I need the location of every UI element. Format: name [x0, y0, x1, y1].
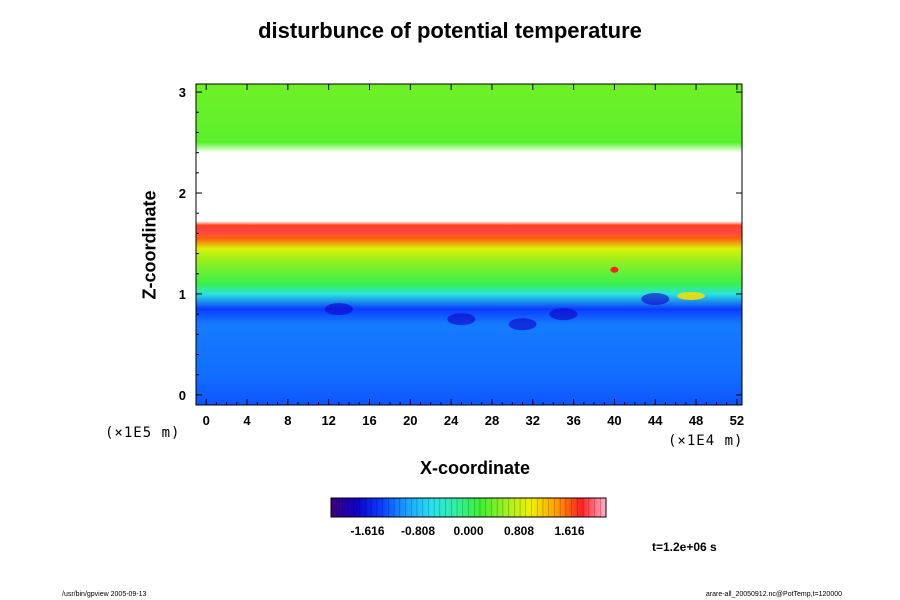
warm-blob: [610, 266, 619, 273]
heatmap-field: [196, 84, 742, 405]
colorbar-tick-label: -1.616: [350, 524, 384, 538]
y-axis-unit: (×1E5 m): [105, 425, 181, 441]
eddy-feature: [447, 313, 476, 326]
x-axis-unit: (×1E4 m): [668, 433, 744, 449]
footer-source: arare-all_20050912.nc@PotTemp,t=120000: [705, 591, 842, 598]
eddy-feature: [508, 318, 537, 331]
colorbar-tick-label: 0.000: [453, 524, 483, 538]
colorbar: -1.616 -0.808 0.000 0.808 1.616: [330, 497, 607, 538]
plot-frame: [195, 83, 743, 406]
footer-command: /usr/bin/gpview 2005-09-13: [62, 591, 147, 598]
x-tick-label: 0: [203, 413, 210, 428]
wave-texture: [196, 147, 742, 163]
x-axis-label: X-coordinate: [419, 458, 530, 478]
y-axis-label: Z-coordinate: [139, 190, 160, 300]
x-tick-label: 8: [284, 413, 291, 428]
x-tick-label: 36: [566, 413, 580, 428]
eddy-feature: [641, 293, 670, 306]
colorbar-tick-label: -0.808: [401, 524, 435, 538]
x-tick-label: 44: [648, 413, 663, 428]
x-tick-label: 20: [403, 413, 417, 428]
eddy-feature: [324, 303, 353, 316]
x-tick-label: 16: [362, 413, 376, 428]
eddy-feature: [549, 308, 578, 321]
x-tick-label: 24: [444, 413, 459, 428]
y-tick-label: 3: [179, 85, 186, 100]
y-tick-label: 0: [179, 388, 186, 403]
x-tick-label: 40: [607, 413, 621, 428]
x-tick-label: 48: [689, 413, 703, 428]
warm-anomaly: [676, 291, 705, 300]
x-tick-label: 28: [485, 413, 499, 428]
time-annotation: t=1.2e+06 s: [652, 540, 717, 554]
colorbar-tick-label: 1.616: [554, 524, 584, 538]
x-tick-label: 52: [730, 413, 744, 428]
y-tick-label: 2: [179, 186, 186, 201]
colorbar-tick-label: 0.808: [504, 524, 534, 538]
y-tick-label: 1: [179, 287, 186, 302]
x-tick-label: 4: [243, 413, 251, 428]
chart-title: disturbunce of potential temperature: [258, 18, 642, 43]
field-background: [196, 84, 742, 405]
x-tick-label: 32: [526, 413, 540, 428]
x-tick-label: 12: [321, 413, 335, 428]
